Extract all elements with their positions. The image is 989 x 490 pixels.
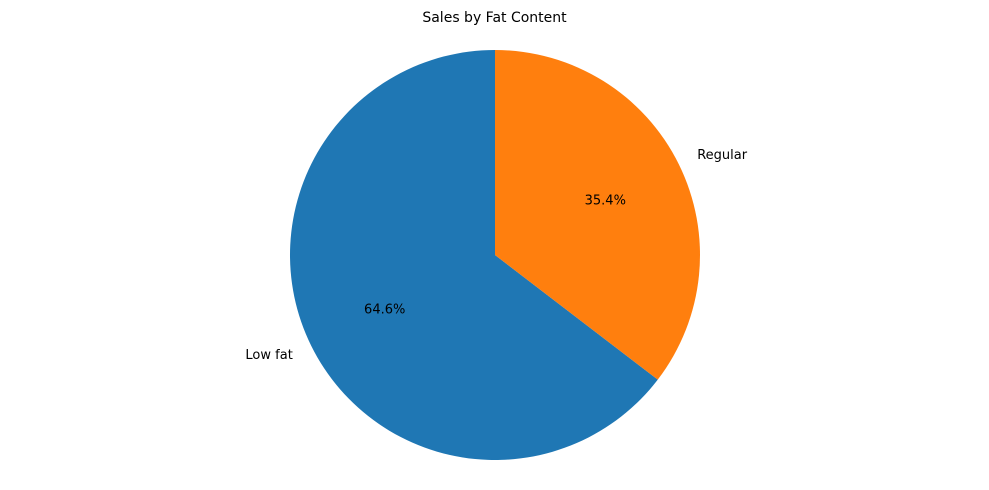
- slice-pct-label-regular: 35.4%: [585, 194, 626, 209]
- pie-slice-low-fat: [290, 49, 658, 460]
- pie-slices: [290, 49, 700, 460]
- pie-slice-regular: [495, 49, 700, 380]
- slice-label-regular: Regular: [697, 148, 748, 163]
- chart-title: Sales by Fat Content: [422, 10, 567, 26]
- pie-labels: Low fat 64.6% Regular 35.4%: [245, 148, 747, 363]
- slice-pct-label-low-fat: 64.6%: [364, 302, 405, 317]
- slice-label-low-fat: Low fat: [245, 348, 292, 363]
